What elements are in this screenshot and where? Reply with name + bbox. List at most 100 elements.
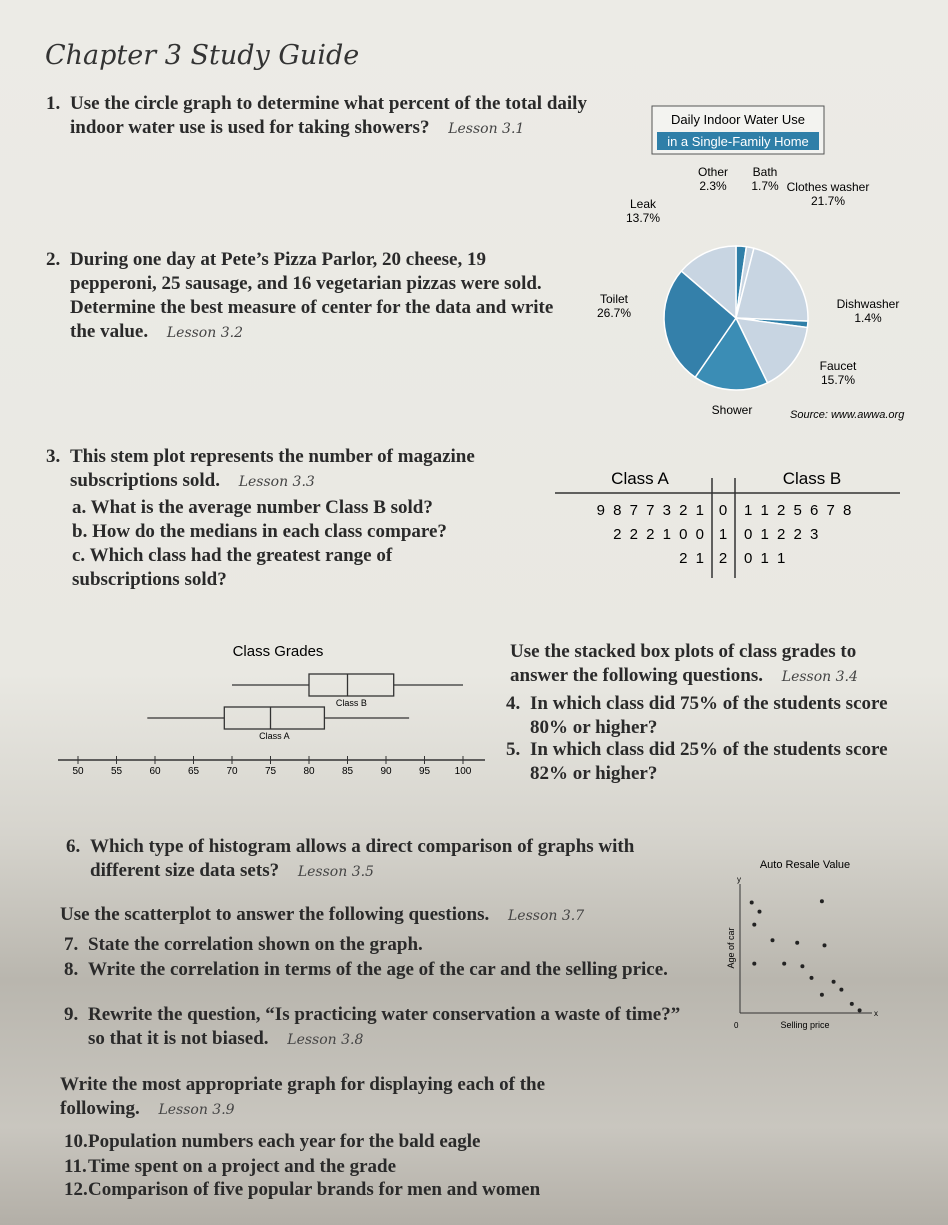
question-number: 6. [66, 836, 81, 857]
pie-value-label: 26.7% [597, 306, 631, 320]
pie-label: Dishwasher [837, 297, 900, 311]
stem-leaves-left: 2 2 2 1 0 0 [613, 526, 704, 543]
scatter-point [809, 975, 814, 980]
lesson-ref: Lesson 3.3 [238, 474, 315, 490]
stem-leaves-right: 1 1 2 5 6 7 8 [744, 502, 851, 519]
pie-subtitle: in a Single-Family Home [667, 134, 809, 149]
pie-subtitle-bg [657, 132, 819, 150]
lesson-ref: Lesson 3.7 [508, 908, 585, 924]
lesson-ref: Lesson 3.8 [287, 1032, 364, 1048]
instruction-text: Use the stacked box plots of class grade… [510, 641, 857, 686]
question: 2. During one day at Pete’s Pizza Parlor… [46, 248, 575, 345]
scatter-point [795, 940, 800, 945]
question-number: 2. [46, 249, 61, 270]
question-text: Comparison of five popular brands for me… [88, 1179, 541, 1200]
box-label: Class A [259, 731, 290, 741]
instruction: Write the most appropriate graph for dis… [60, 1073, 620, 1122]
pie-label: Toilet [600, 292, 629, 306]
question: 6. Which type of histogram allows a dire… [66, 835, 670, 884]
question-text: In which class did 25% of the students s… [530, 739, 888, 784]
question-text: Write the correlation in terms of the ag… [88, 959, 668, 980]
question-text: Which type of histogram allows a direct … [90, 836, 635, 881]
question: 12. Comparison of five popular brands fo… [64, 1178, 708, 1202]
question-number: 4. [506, 693, 521, 714]
pie-slice [734, 317, 809, 384]
scatter-point [839, 987, 844, 992]
lesson-ref: Lesson 3.9 [158, 1102, 235, 1118]
instruction-text: Write the most appropriate graph for dis… [60, 1074, 546, 1119]
stem-leaves-left: 2 1 [679, 550, 704, 567]
stem-header: Class B [783, 469, 842, 488]
question-number: 9. [64, 1004, 79, 1025]
question-number: 3. [46, 446, 61, 467]
question: 1. Use the circle graph to determine wha… [46, 92, 615, 141]
question-number: 12. [64, 1179, 88, 1200]
pie-source: Source: www.awwa.org [790, 409, 905, 421]
pie-label: Shower [712, 403, 753, 417]
pie-value-label: 13.7% [626, 211, 660, 225]
pie-slice [735, 247, 809, 322]
box-tick-label: 65 [188, 766, 200, 777]
pie-slice [694, 316, 769, 391]
question-text: In which class did 75% of the students s… [530, 693, 888, 738]
pie-title: Daily Indoor Water Use [671, 112, 805, 127]
box-tick-label: 70 [226, 766, 238, 777]
question-number: 8. [64, 959, 79, 980]
question-part: a. What is the average number Class B so… [72, 497, 433, 518]
scatter-point [831, 979, 836, 984]
scatter-point [819, 899, 824, 904]
stem-value: 1 [719, 526, 727, 543]
question: 5. In which class did 25% of the student… [506, 738, 900, 786]
stem-leaves-right: 0 1 2 2 3 [744, 526, 818, 543]
pie-label: Other [698, 165, 728, 179]
question-number: 5. [506, 739, 521, 760]
scatter-x-label: Selling price [780, 1020, 829, 1030]
scatter-y-label: Age of car [726, 927, 736, 968]
box-title: Class Grades [233, 643, 324, 660]
scatter-y-axis-name: y [737, 875, 741, 884]
pie-value-label: 2.3% [699, 179, 727, 193]
question-text: Use the circle graph to determine what p… [70, 93, 587, 138]
pie-value-label: 1.4% [854, 311, 882, 325]
pie-label: Leak [630, 197, 657, 211]
box-tick-label: 60 [149, 766, 161, 777]
scatter-point [752, 961, 757, 966]
question: 10. Population numbers each year for the… [64, 1130, 688, 1154]
box-tick-label: 75 [265, 766, 277, 777]
question-text: During one day at Pete’s Pizza Parlor, 2… [70, 249, 554, 342]
scatter-point [757, 909, 762, 914]
scatter-title: Auto Resale Value [760, 859, 850, 871]
page-title: Chapter 3 Study Guide [45, 40, 360, 71]
lesson-ref: Lesson 3.4 [781, 669, 858, 685]
instruction-text: Use the scatterplot to answer the follow… [60, 904, 490, 925]
scatter-x-axis-name: x [874, 1009, 878, 1018]
stem-value: 2 [719, 550, 727, 567]
box-label: Class B [336, 698, 367, 708]
scatter-point [819, 992, 824, 997]
scatter-point [770, 938, 775, 943]
question-number: 10. [64, 1131, 88, 1152]
question-text: This stem plot represents the number of … [70, 446, 475, 491]
question-text: State the correlation shown on the graph… [88, 934, 423, 955]
pie-slice [680, 245, 737, 320]
box-tick-label: 55 [111, 766, 123, 777]
question: 4. In which class did 75% of the student… [506, 692, 900, 740]
question-part: c. Which class had the greatest range of… [72, 545, 393, 590]
scatter-point [849, 1001, 854, 1006]
question: 11. Time spent on a project and the grad… [64, 1155, 688, 1179]
box-tick-label: 95 [419, 766, 431, 777]
pie-label: Bath [753, 165, 778, 179]
pie-value-label: 15.7% [821, 373, 855, 387]
question: 3. This stem plot represents the number … [46, 445, 490, 494]
lesson-ref: Lesson 3.5 [297, 864, 374, 880]
box-tick-label: 85 [342, 766, 354, 777]
box-body [223, 706, 326, 730]
question: 9. Rewrite the question, “Is practicing … [64, 1003, 698, 1052]
stem-value: 0 [719, 502, 727, 519]
pie-value-label: 1.7% [751, 179, 779, 193]
pie-label: Faucet [820, 359, 857, 373]
instruction: Use the stacked box plots of class grade… [510, 640, 900, 689]
pie-label: Clothes washer [787, 180, 870, 194]
